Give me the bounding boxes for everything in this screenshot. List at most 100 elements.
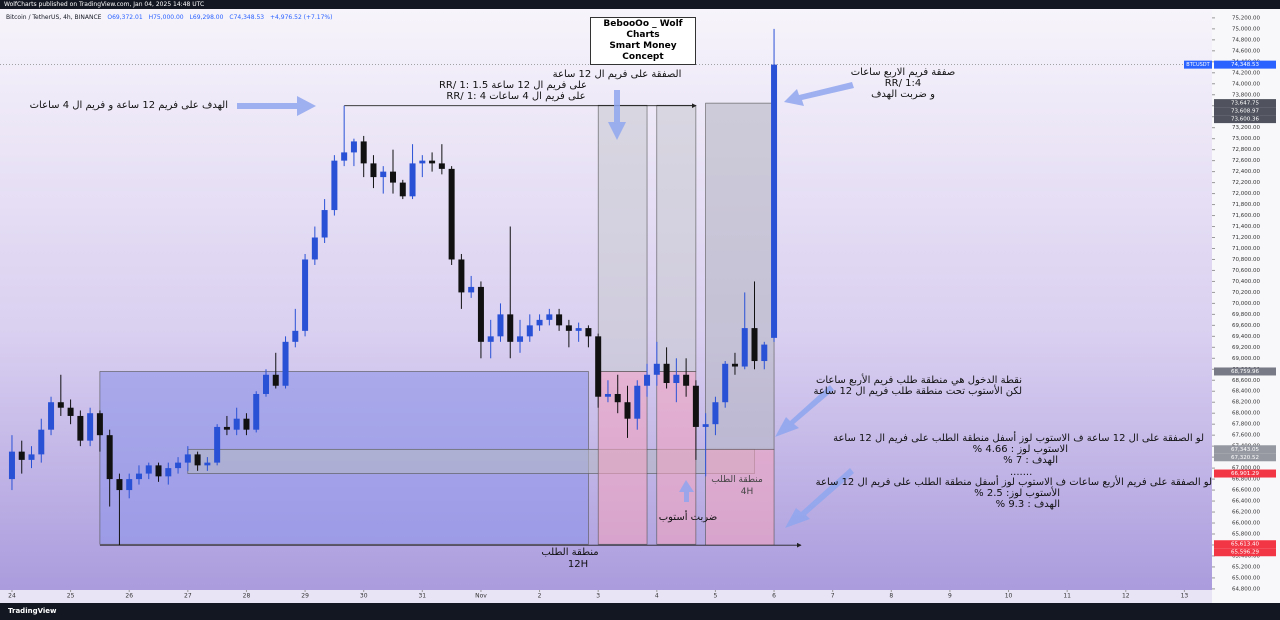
y-tick-label: 65,800.00 (1232, 531, 1260, 537)
candle-body (409, 163, 416, 197)
footer-brand: TradingView (8, 607, 57, 615)
y-tick-label: 69,000.00 (1232, 356, 1260, 362)
candle-body (507, 314, 514, 342)
annotation: لكن الأستوب تحت منطقة طلب فريم ال 12 ساع… (813, 386, 1023, 397)
arrow (608, 90, 626, 140)
candle-body (624, 402, 631, 419)
y-tick-label: 68,400.00 (1232, 389, 1260, 395)
x-tick-label: 2 (538, 593, 542, 600)
zone-label: منطقة الطلب (711, 475, 763, 485)
y-tick-label: 72,400.00 (1232, 169, 1260, 175)
candle-body (477, 286, 484, 342)
candle-body (761, 344, 768, 362)
y-tick-label: 66,800.00 (1232, 477, 1260, 483)
arrow (237, 96, 316, 116)
price-tag (1214, 367, 1276, 376)
zone-label: 4H (740, 487, 754, 497)
price-tag (1214, 99, 1276, 108)
candle-body (321, 210, 328, 238)
y-tick-label: 75,000.00 (1232, 26, 1260, 32)
candle-body (399, 182, 406, 197)
y-tick-label: 68,200.00 (1232, 400, 1260, 406)
annotation: صفقة فريم الاربع ساعات (850, 67, 956, 78)
candle-body (48, 402, 55, 430)
candle-body (77, 415, 84, 441)
candle-body (145, 465, 152, 474)
zones (99, 102, 775, 546)
candle-body (634, 385, 641, 419)
y-tick-label: 66,200.00 (1232, 510, 1260, 516)
y-tick-label: 65,200.00 (1232, 564, 1260, 570)
candle-body (663, 363, 670, 384)
candle-body (429, 160, 436, 164)
candle-body (311, 237, 318, 260)
symbol-tag-label: BTCUSDT (1186, 62, 1210, 68)
x-tick-label: 5 (714, 593, 718, 600)
y-tick-label: 72,200.00 (1232, 180, 1260, 186)
x-tick-label: 6 (772, 593, 776, 600)
price-tag-label: 73,600.36 (1231, 117, 1259, 123)
candle-body (67, 407, 74, 416)
zone (705, 448, 775, 546)
zone-label: 12H (567, 559, 589, 570)
candle-body (253, 393, 260, 430)
candle-body (360, 141, 367, 164)
ohlc: C74,348.53 (229, 14, 265, 21)
candle-body (18, 451, 25, 460)
x-tick-label: 28 (243, 593, 251, 600)
candle-body (741, 328, 748, 367)
x-tick-label: 7 (831, 593, 835, 600)
zone-label: منطقة الطلب (541, 547, 599, 558)
candle-body (350, 141, 357, 153)
candle-body (673, 374, 680, 384)
arrows (237, 82, 854, 528)
symbol: Bitcoin / TetherUS, 4h, BINANCE (6, 14, 102, 21)
candle-body (370, 163, 377, 178)
y-tick-label: 74,000.00 (1232, 81, 1260, 87)
y-tick-label: 70,000.00 (1232, 301, 1260, 307)
x-tick-label: 31 (418, 593, 426, 600)
y-tick-label: 70,200.00 (1232, 290, 1260, 296)
y-tick-label: 72,800.00 (1232, 147, 1260, 153)
price-tag (1214, 469, 1276, 478)
y-tick-label: 75,200.00 (1232, 15, 1260, 21)
y-tick-label: 69,600.00 (1232, 323, 1260, 329)
candle-body (390, 171, 397, 183)
candle-body (272, 374, 279, 386)
price-tag-label: 73,647.75 (1231, 101, 1259, 107)
zone (656, 104, 697, 372)
annotation: ضربت أستوب (658, 512, 718, 523)
x-tick-label: 27 (184, 593, 192, 600)
x-tick-label: 26 (125, 593, 133, 600)
candle-body (604, 393, 611, 397)
annotation: و ضربت الهدف (871, 89, 935, 100)
x-tick-label: 13 (1181, 593, 1189, 600)
candle-body (517, 336, 524, 342)
annotation: نقطة الدخول هي منطقة طلب فريم الأربع ساع… (815, 375, 1022, 386)
price-tag (1214, 115, 1276, 124)
candle-body (556, 314, 563, 326)
candle-body (565, 325, 572, 331)
price-tag-label: 74,348.53 (1231, 62, 1259, 68)
title-box: BebooOo _ Wolf Charts Smart Money Concep… (590, 17, 696, 65)
y-tick-label: 73,200.00 (1232, 125, 1260, 131)
price-tag (1214, 453, 1276, 462)
candle-body (692, 385, 699, 427)
candle-body (771, 64, 778, 338)
candle-body (38, 429, 45, 455)
y-tick-label: 72,600.00 (1232, 158, 1260, 164)
x-tick-label: 4 (655, 593, 659, 600)
x-tick-label: 3 (596, 593, 600, 600)
candle-body (448, 168, 455, 260)
published-bar: WolfCharts published on TradingView.com,… (0, 0, 1280, 9)
ohlc: L69,298.00 (189, 14, 224, 21)
y-tick-label: 74,800.00 (1232, 37, 1260, 43)
candle-body (223, 426, 230, 430)
price-tag-label: 66,901.29 (1231, 471, 1259, 477)
y-tick-label: 68,000.00 (1232, 411, 1260, 417)
candle-body (96, 413, 103, 436)
x-tick-label: 8 (889, 593, 893, 600)
y-tick-label: 70,800.00 (1232, 257, 1260, 263)
